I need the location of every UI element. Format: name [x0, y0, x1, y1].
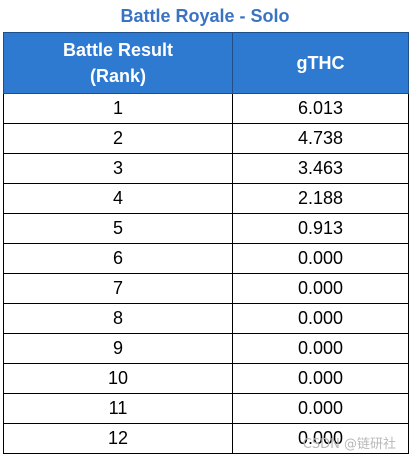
table-header-row: Battle Result (Rank) gTHC — [3, 32, 409, 94]
gthc-cell: 6.013 — [232, 93, 409, 124]
table-row: 5 0.913 — [3, 213, 409, 244]
rank-cell: 11 — [3, 393, 233, 424]
rank-cell: 5 — [3, 213, 233, 244]
table-row: 10 0.000 — [3, 363, 409, 394]
rank-cell: 1 — [3, 93, 233, 124]
gthc-cell: 0.000 — [232, 393, 409, 424]
table-row: 2 4.738 — [3, 123, 409, 154]
table-row: 11 0.000 — [3, 393, 409, 424]
rank-cell: 2 — [3, 123, 233, 154]
gthc-cell: 0.000 — [232, 423, 409, 454]
rank-reward-table: Battle Result (Rank) gTHC 1 6.013 2 4.73… — [3, 32, 409, 454]
rank-header-line1: Battle Result — [62, 40, 174, 60]
table-row: 9 0.000 — [3, 333, 409, 364]
gthc-cell: 0.000 — [232, 333, 409, 364]
table-row: 7 0.000 — [3, 273, 409, 304]
table-title: Battle Royale - Solo — [120, 6, 290, 26]
table-row: 8 0.000 — [3, 303, 409, 334]
rank-cell: 6 — [3, 243, 233, 274]
gthc-cell: 0.000 — [232, 303, 409, 334]
gthc-cell: 2.188 — [232, 183, 409, 214]
gthc-cell: 0.000 — [232, 243, 409, 274]
table-row: 6 0.000 — [3, 243, 409, 274]
rank-cell: 9 — [3, 333, 233, 364]
gthc-cell: 0.000 — [232, 273, 409, 304]
table-row: 12 0.000 — [3, 423, 409, 454]
rank-cell: 12 — [3, 423, 233, 454]
rank-cell: 10 — [3, 363, 233, 394]
rank-cell: 7 — [3, 273, 233, 304]
rank-header-line2: (Rank) — [89, 66, 146, 86]
table-row: 3 3.463 — [3, 153, 409, 184]
rank-cell: 3 — [3, 153, 233, 184]
table-row: 1 6.013 — [3, 93, 409, 124]
gthc-column-header: gTHC — [232, 32, 409, 94]
rank-column-header: Battle Result (Rank) — [3, 32, 233, 94]
rank-cell: 8 — [3, 303, 233, 334]
gthc-cell: 4.738 — [232, 123, 409, 154]
gthc-cell: 0.913 — [232, 213, 409, 244]
table-row: 4 2.188 — [3, 183, 409, 214]
gthc-cell: 3.463 — [232, 153, 409, 184]
rank-cell: 4 — [3, 183, 233, 214]
gthc-cell: 0.000 — [232, 363, 409, 394]
